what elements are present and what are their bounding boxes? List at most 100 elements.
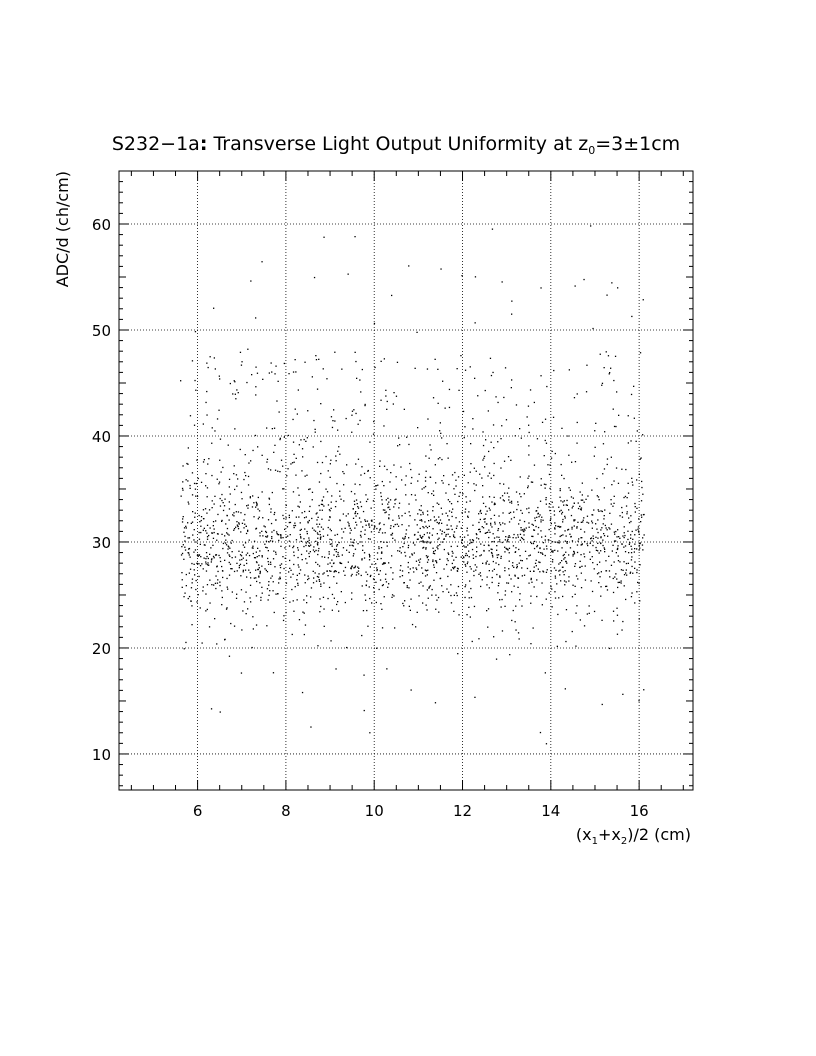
data-point <box>291 462 294 464</box>
data-point <box>602 443 605 445</box>
data-point <box>488 450 490 453</box>
data-point <box>560 526 562 528</box>
data-point <box>442 380 444 382</box>
data-point <box>615 573 617 575</box>
data-point <box>419 527 421 530</box>
data-point <box>266 461 268 463</box>
data-point <box>425 555 428 557</box>
data-point <box>239 351 242 353</box>
data-point <box>515 491 518 493</box>
data-point <box>593 610 596 613</box>
data-point <box>563 504 565 506</box>
data-point <box>364 529 366 531</box>
data-point <box>243 519 245 521</box>
data-point <box>605 351 607 353</box>
data-point <box>580 537 582 539</box>
data-point <box>623 546 625 548</box>
data-point <box>451 474 454 476</box>
data-point <box>473 467 475 469</box>
data-point <box>485 523 488 525</box>
data-point <box>378 547 380 550</box>
data-point <box>512 537 514 539</box>
data-point <box>236 570 238 572</box>
data-point <box>240 589 243 591</box>
data-point <box>301 448 304 450</box>
data-point <box>549 509 551 512</box>
data-point <box>443 568 445 570</box>
data-point <box>400 565 402 567</box>
data-point <box>331 545 333 547</box>
data-point <box>259 550 261 552</box>
data-point <box>269 561 272 563</box>
data-point <box>228 561 230 564</box>
data-point <box>383 523 385 526</box>
data-point <box>616 548 619 550</box>
data-point <box>280 535 282 537</box>
data-point <box>367 498 369 500</box>
data-point <box>239 554 242 556</box>
data-point <box>300 540 302 542</box>
data-point <box>499 599 501 601</box>
data-point <box>226 577 228 580</box>
data-point <box>528 511 530 514</box>
data-point <box>622 569 624 571</box>
data-point <box>424 485 427 488</box>
data-point <box>526 416 528 418</box>
data-point <box>246 562 248 565</box>
data-point <box>548 506 550 508</box>
data-point <box>271 428 273 430</box>
data-point <box>202 590 204 592</box>
data-point <box>238 523 240 525</box>
data-point <box>368 523 370 525</box>
data-point <box>482 496 484 498</box>
data-point <box>592 562 594 564</box>
data-point <box>211 532 213 534</box>
data-point <box>634 506 636 508</box>
data-point <box>235 511 237 513</box>
data-point <box>357 507 360 509</box>
data-point <box>517 577 519 579</box>
data-point <box>408 537 410 539</box>
data-point <box>403 582 405 584</box>
data-point <box>266 535 269 537</box>
data-point <box>221 499 223 502</box>
data-point <box>615 540 617 542</box>
data-point <box>228 546 230 548</box>
data-point <box>554 577 557 579</box>
data-point <box>642 514 645 516</box>
data-point <box>521 537 524 540</box>
data-point <box>432 506 434 508</box>
data-point <box>266 588 269 590</box>
data-point <box>488 550 490 552</box>
data-point <box>541 536 543 538</box>
data-point <box>559 535 561 538</box>
data-point <box>456 570 459 572</box>
data-point <box>530 542 533 545</box>
data-point <box>476 533 478 536</box>
data-point <box>219 560 222 563</box>
data-point <box>405 494 407 496</box>
data-point <box>617 547 619 549</box>
data-point <box>530 643 532 645</box>
data-point <box>559 574 561 576</box>
data-point <box>261 555 263 557</box>
data-point <box>210 561 212 563</box>
data-point <box>600 536 602 538</box>
data-point <box>450 602 453 604</box>
data-point <box>453 610 455 612</box>
data-point <box>632 538 634 540</box>
data-point <box>439 519 442 521</box>
data-point <box>369 555 371 557</box>
data-point <box>327 597 329 600</box>
data-point <box>358 517 361 519</box>
data-point <box>205 401 207 404</box>
data-point <box>515 404 518 406</box>
data-point <box>394 503 396 505</box>
data-point <box>403 538 405 540</box>
data-point <box>426 540 428 543</box>
y-tick-label: 20 <box>92 640 111 658</box>
data-point <box>447 457 449 459</box>
data-point <box>298 494 300 496</box>
data-point <box>429 476 431 478</box>
data-point <box>393 464 395 466</box>
